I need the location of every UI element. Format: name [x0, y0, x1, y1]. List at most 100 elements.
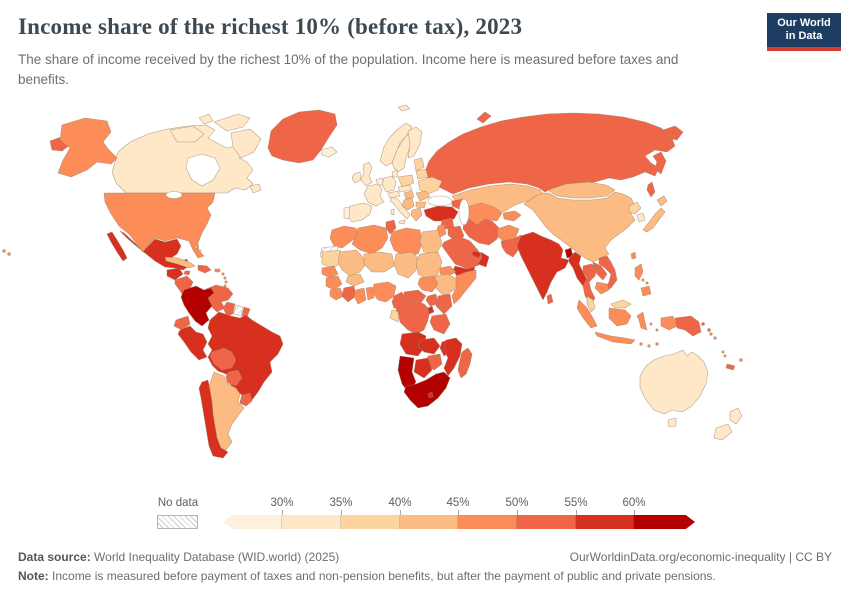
- country-niger[interactable]: [363, 251, 395, 273]
- country-bahamas[interactable]: [194, 245, 198, 249]
- legend-segment[interactable]: [223, 515, 282, 529]
- country-fiji[interactable]: [739, 358, 743, 362]
- country-russia[interactable]: [652, 151, 667, 175]
- country-indonesia[interactable]: [655, 342, 659, 346]
- legend-segment[interactable]: [282, 515, 341, 529]
- country-algeria[interactable]: [351, 224, 389, 255]
- country-usa-hawaii[interactable]: [2, 249, 6, 253]
- country-denmark[interactable]: [391, 169, 399, 179]
- country-france[interactable]: [363, 183, 385, 207]
- country-malaysia[interactable]: [610, 299, 632, 309]
- country-thailand[interactable]: [582, 263, 598, 305]
- country-greece[interactable]: [410, 207, 423, 222]
- country-malaysia[interactable]: [586, 295, 596, 313]
- country-usa-alaska[interactable]: [57, 117, 118, 178]
- country-new-zealand[interactable]: [713, 423, 733, 441]
- country-finland[interactable]: [407, 126, 423, 159]
- country-turkey[interactable]: [423, 205, 459, 222]
- country-canada[interactable]: [249, 183, 262, 194]
- country-belarus[interactable]: [415, 168, 429, 180]
- country-nigeria[interactable]: [371, 281, 397, 303]
- country-somalia[interactable]: [451, 269, 477, 305]
- country-chad[interactable]: [393, 251, 419, 279]
- country-austria-switzerland[interactable]: [387, 190, 401, 199]
- country-bulgaria[interactable]: [415, 201, 427, 209]
- country-suriname[interactable]: [233, 304, 244, 317]
- country-angola[interactable]: [399, 331, 427, 357]
- country-india[interactable]: [516, 231, 570, 301]
- country-norway[interactable]: [397, 104, 411, 112]
- country-png[interactable]: [707, 328, 711, 332]
- country-indonesia[interactable]: [649, 322, 653, 326]
- country-baltics[interactable]: [413, 157, 425, 172]
- country-russia[interactable]: [476, 111, 492, 124]
- country-bahamas[interactable]: [198, 249, 202, 253]
- country-solomon[interactable]: [709, 332, 713, 336]
- country-balkans[interactable]: [401, 197, 415, 211]
- country-spain[interactable]: [345, 202, 373, 223]
- country-italy[interactable]: [398, 219, 406, 225]
- country-ecuador[interactable]: [173, 315, 191, 331]
- country-china[interactable]: [523, 191, 636, 263]
- country-hungary[interactable]: [403, 190, 415, 200]
- country-ghana[interactable]: [353, 287, 367, 305]
- country-usa[interactable]: [103, 192, 216, 259]
- country-png[interactable]: [674, 315, 702, 337]
- country-south-sudan[interactable]: [417, 275, 439, 293]
- country-canada[interactable]: [169, 125, 205, 143]
- country-south-korea[interactable]: [636, 212, 646, 223]
- country-mozambique[interactable]: [443, 337, 463, 377]
- country-canada[interactable]: [230, 128, 262, 159]
- country-senegal[interactable]: [321, 265, 339, 279]
- legend-segment[interactable]: [458, 515, 517, 529]
- country-jamaica[interactable]: [183, 270, 191, 276]
- country-uae[interactable]: [471, 250, 482, 259]
- country-bolivia[interactable]: [209, 347, 237, 371]
- country-morocco[interactable]: [329, 225, 359, 249]
- country-japan[interactable]: [656, 195, 668, 207]
- country-canada[interactable]: [198, 113, 214, 125]
- country-indonesia[interactable]: [639, 342, 643, 346]
- country-japan[interactable]: [642, 207, 666, 233]
- country-australia[interactable]: [639, 349, 709, 415]
- legend-segment[interactable]: [576, 515, 634, 529]
- country-indonesia[interactable]: [636, 311, 648, 331]
- country-hispaniola[interactable]: [197, 264, 212, 274]
- country-togo-benin[interactable]: [365, 286, 375, 301]
- country-kazakhstan[interactable]: [451, 183, 547, 214]
- country-kyrgyz-tajik[interactable]: [502, 210, 522, 222]
- country-sierra-liberia[interactable]: [329, 287, 345, 301]
- country-portugal[interactable]: [343, 206, 351, 220]
- country-png[interactable]: [701, 322, 705, 326]
- country-germany[interactable]: [381, 175, 397, 193]
- country-new-caledonia[interactable]: [725, 363, 736, 371]
- country-russia[interactable]: [662, 125, 684, 141]
- country-indonesia[interactable]: [608, 307, 632, 327]
- country-tunisia[interactable]: [385, 219, 397, 235]
- country-uganda[interactable]: [425, 293, 439, 307]
- country-colombia[interactable]: [180, 285, 215, 327]
- country-vanuatu[interactable]: [723, 354, 727, 358]
- country-cambodia[interactable]: [594, 281, 610, 295]
- country-australia[interactable]: [667, 417, 677, 428]
- country-drc[interactable]: [397, 299, 431, 335]
- country-ivory-coast[interactable]: [341, 285, 357, 303]
- country-libya[interactable]: [389, 227, 423, 257]
- country-tanzania[interactable]: [429, 313, 451, 335]
- country-south-africa[interactable]: [403, 371, 451, 409]
- country-indonesia[interactable]: [655, 328, 659, 332]
- country-greenland[interactable]: [267, 109, 338, 164]
- country-rwanda-burundi[interactable]: [427, 305, 435, 315]
- country-philippines[interactable]: [634, 263, 644, 281]
- owid-logo[interactable]: Our World in Data: [767, 13, 841, 51]
- legend-segment[interactable]: [634, 515, 695, 529]
- legend-segment[interactable]: [400, 515, 458, 529]
- country-philippines[interactable]: [640, 285, 652, 297]
- country-cuba[interactable]: [164, 256, 196, 269]
- country-iceland[interactable]: [320, 146, 338, 158]
- country-guatemala[interactable]: [166, 267, 184, 281]
- country-zambia[interactable]: [417, 337, 441, 355]
- country-italy[interactable]: [390, 208, 395, 216]
- country-botswana[interactable]: [413, 357, 433, 379]
- country-lesotho[interactable]: [427, 391, 434, 399]
